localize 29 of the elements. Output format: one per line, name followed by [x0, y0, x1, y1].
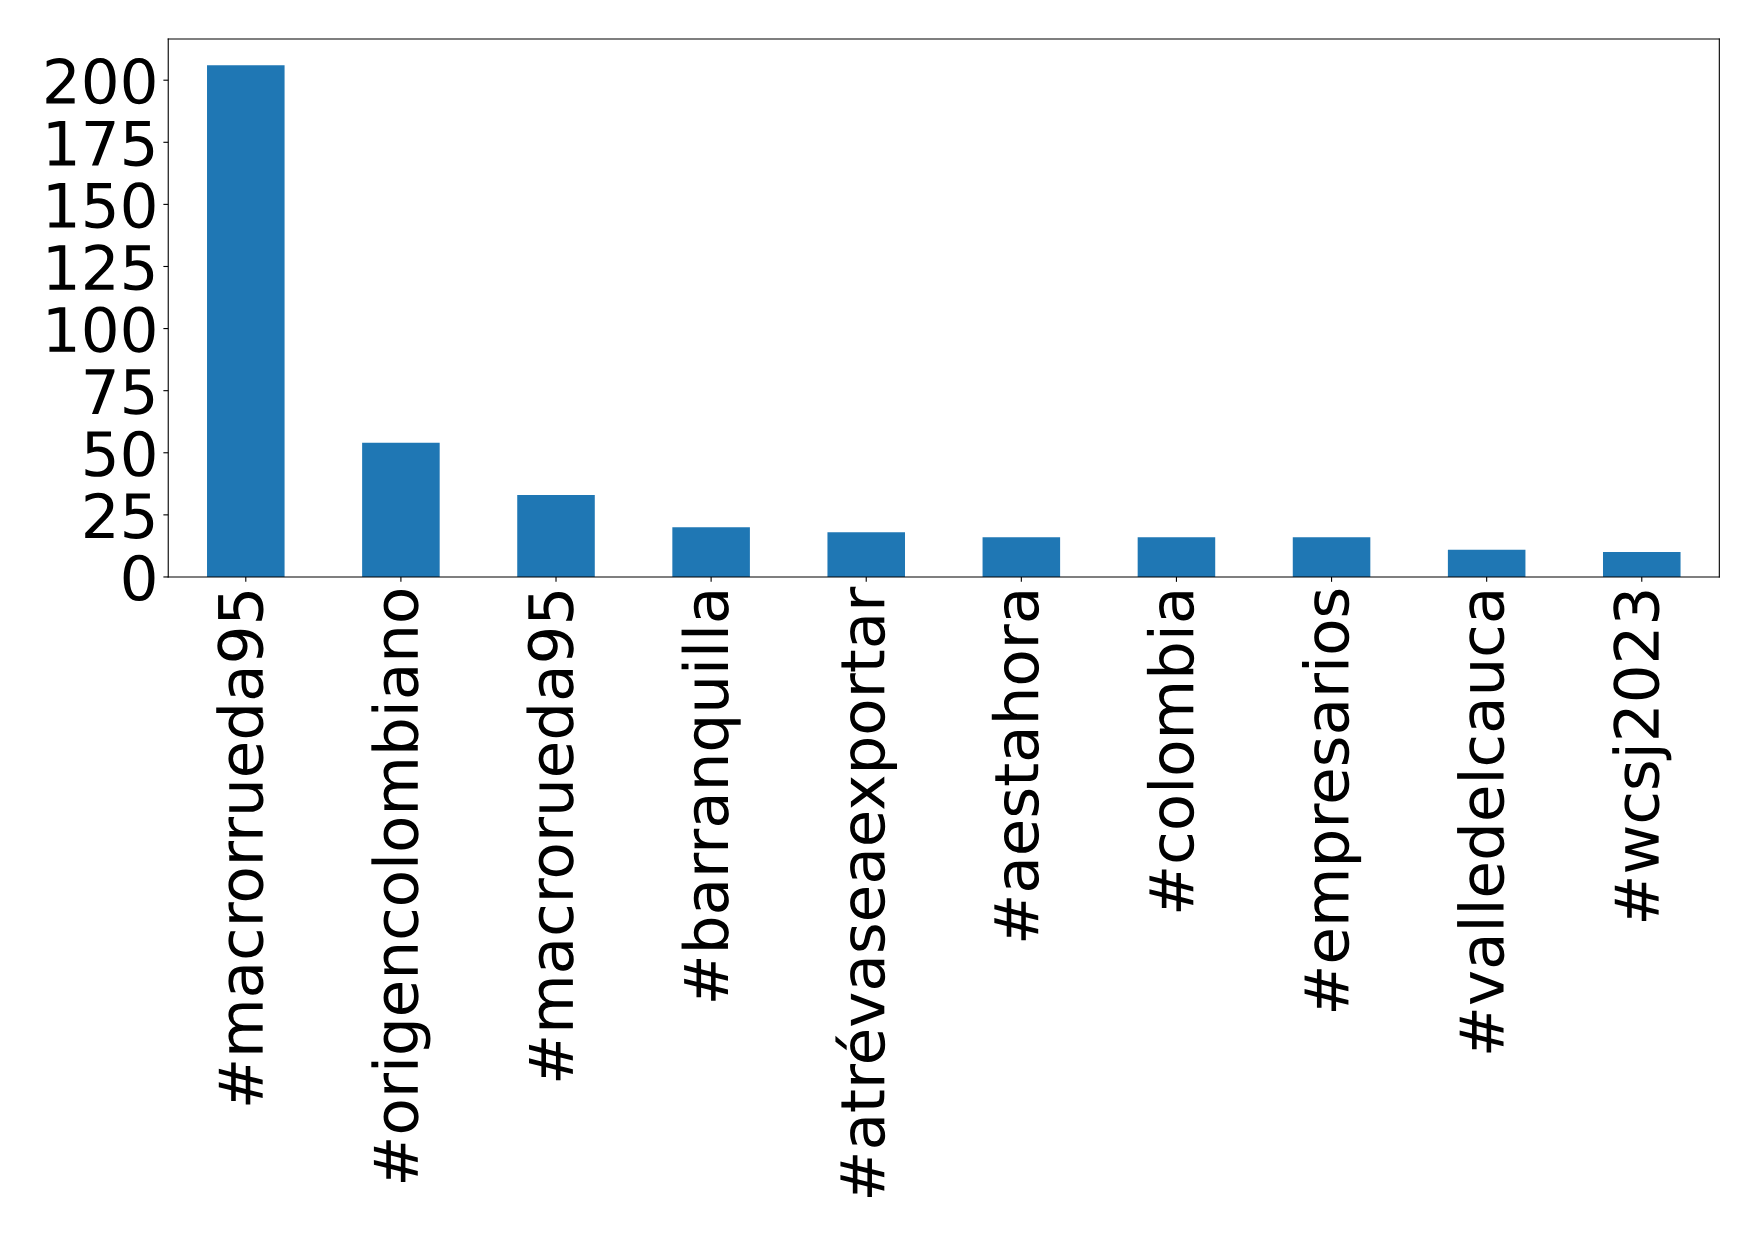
- x-tick-label: #barranquilla: [681, 592, 741, 1001]
- x-tick-label: #empresarios: [1301, 589, 1362, 1012]
- y-tick-label: 25: [85, 492, 154, 539]
- x-tick-label: #aestahora: [991, 592, 1040, 941]
- bar: [982, 537, 1061, 577]
- y-tick-label: 200: [46, 58, 155, 105]
- bar: [1447, 549, 1526, 577]
- y-tick-label: 0: [123, 554, 155, 602]
- bar: [827, 532, 906, 577]
- x-tick-label: #valledelcauca: [1457, 592, 1505, 1053]
- y-tick-label: 125: [48, 244, 154, 291]
- x-tick-label: #macrorrueda95: [216, 592, 264, 1105]
- y-tick-label: 75: [85, 369, 154, 415]
- bar: [1602, 552, 1681, 577]
- bar: [1292, 537, 1371, 577]
- bar: [672, 527, 750, 577]
- bar: [1137, 537, 1216, 577]
- bar: [362, 442, 440, 577]
- y-tick-label: 150: [48, 182, 155, 229]
- x-tick-label: #atrévaseaexportar: [835, 586, 898, 1197]
- bar: [207, 65, 285, 577]
- y-tick-label: 50: [85, 430, 155, 477]
- bar: [517, 495, 595, 577]
- x-tick-label: #colombia: [1146, 592, 1195, 912]
- x-tick-label: #wcsj2023: [1612, 591, 1672, 922]
- x-tick-label: #origencolombiano: [371, 590, 431, 1183]
- y-tick-label: 100: [48, 306, 155, 353]
- y-tick-label: 175: [48, 120, 154, 167]
- x-tick-label: #macrorueda95: [526, 592, 574, 1081]
